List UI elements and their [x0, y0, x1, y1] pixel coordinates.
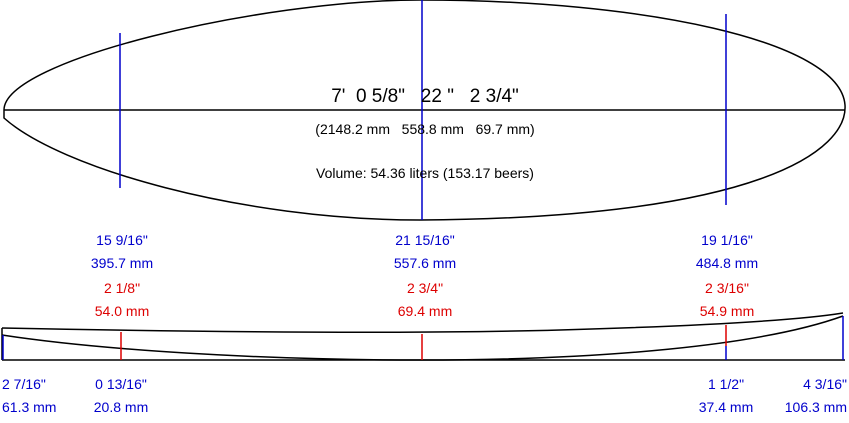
- rocker-right-in: 1 1/2": [708, 376, 744, 392]
- rocker-nose-left-mm: 61.3 mm: [2, 399, 56, 415]
- rocker-left-mm: 20.8 mm: [94, 399, 148, 415]
- rocker-bottom: [1, 315, 844, 361]
- rocker-nose-left-in: 2 7/16": [2, 376, 46, 392]
- rocker-left-in: 0 13/16": [95, 376, 147, 392]
- station-3-thick-mm: 54.9 mm: [700, 303, 754, 319]
- board-plan-outline: [3, 0, 846, 221]
- board-dimensions-imperial: 7' 0 5/8" 22 " 2 3/4": [331, 86, 519, 107]
- station-3-width-mm: 484.8 mm: [696, 255, 758, 271]
- station-1-width-in: 15 9/16": [96, 232, 148, 248]
- board-volume: Volume: 54.36 liters (153.17 beers): [316, 165, 534, 181]
- station-1-thick-in: 2 1/8": [104, 280, 140, 296]
- rocker-right-mm: 37.4 mm: [699, 399, 753, 415]
- station-2-width-mm: 557.6 mm: [394, 255, 456, 271]
- rocker-tail-right-in: 4 3/16": [803, 376, 847, 392]
- station-3-thick-in: 2 3/16": [705, 280, 749, 296]
- rocker-tail-right-mm: 106.3 mm: [785, 399, 847, 415]
- rocker-deck: [1, 312, 844, 333]
- station-1-thick-mm: 54.0 mm: [95, 303, 149, 319]
- station-2-thick-in: 2 3/4": [407, 280, 443, 296]
- board-dimensions-metric: (2148.2 mm 558.8 mm 69.7 mm): [315, 121, 534, 137]
- station-2-width-in: 21 15/16": [395, 232, 454, 248]
- station-2-thick-mm: 69.4 mm: [398, 303, 452, 319]
- station-1-width-mm: 395.7 mm: [91, 255, 153, 271]
- station-3-width-in: 19 1/16": [701, 232, 753, 248]
